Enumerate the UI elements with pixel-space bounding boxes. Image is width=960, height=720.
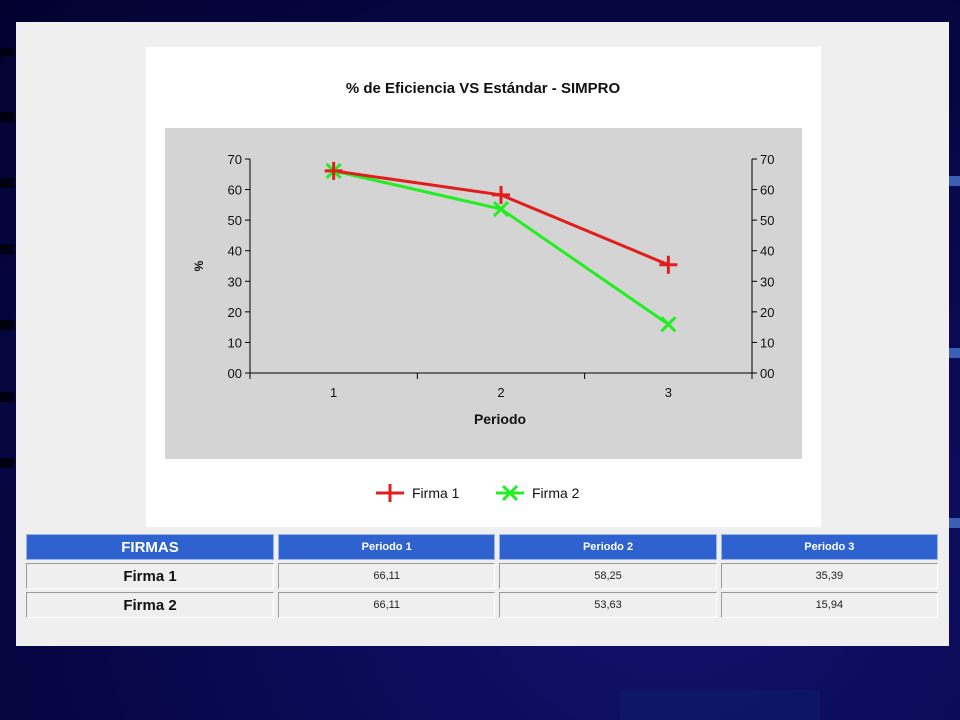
decor-stripe <box>949 348 960 358</box>
y-tick-label-left: 00 <box>228 366 242 381</box>
decor-stripe <box>949 176 960 186</box>
header-periodo-3: Periodo 3 <box>720 534 938 560</box>
plot-area <box>165 128 802 459</box>
x-tick-label: 3 <box>665 385 672 400</box>
table-row: Firma 1 66,11 58,25 35,39 <box>26 563 938 589</box>
y-tick-label-left: 40 <box>228 244 242 259</box>
header-firmas: FIRMAS <box>26 534 275 560</box>
chart-legend: Firma 1 Firma 2 <box>376 484 580 502</box>
y-tick-label-left: 50 <box>228 213 242 228</box>
data-point-firma-2 <box>492 200 510 218</box>
x-tick-label: 2 <box>497 385 504 400</box>
line-chart: % de Eficiencia VS Estándar - SIMPRO 00 0… <box>165 80 802 502</box>
decor-stripe <box>0 112 14 122</box>
y-tick-label-right: 50 <box>760 213 774 228</box>
series-layer <box>324 161 678 333</box>
y-tick-label-right: 70 <box>760 152 774 167</box>
table-cell: 58,25 <box>499 563 717 589</box>
chart-title: % de Eficiencia VS Estándar - SIMPRO <box>346 80 621 97</box>
decor-stripe <box>0 392 14 402</box>
chart-axes: 00 00 10 10 20 20 30 30 40 40 50 50 60 60 70 70 1 2 3 <box>228 152 775 400</box>
decor-stripe <box>0 458 14 468</box>
table-row: Firma 2 66,11 53,63 15,94 <box>26 592 938 618</box>
y-tick-label-left: 10 <box>228 335 242 350</box>
table-cell: 35,39 <box>720 563 938 589</box>
decor-stripe <box>0 178 14 188</box>
y-tick-label-right: 10 <box>760 335 774 350</box>
chart-container: % de Eficiencia VS Estándar - SIMPRO 00 0… <box>146 47 821 527</box>
y-tick-label-left: 70 <box>228 152 242 167</box>
header-periodo-2: Periodo 2 <box>499 534 717 560</box>
firms-table: FIRMAS Periodo 1 Periodo 2 Periodo 3 Fir… <box>22 531 942 621</box>
y-tick-label-right: 30 <box>760 274 774 289</box>
y-tick-label-left: 20 <box>228 305 242 320</box>
decor-stripe <box>0 244 14 254</box>
y-tick-label-left: 30 <box>228 274 242 289</box>
table-cell: 53,63 <box>499 592 717 618</box>
header-periodo-1: Periodo 1 <box>278 534 496 560</box>
decor-stripe <box>0 48 14 56</box>
data-point-firma-2 <box>660 316 677 333</box>
row-firma-1-name: Firma 1 <box>26 563 275 589</box>
decor-stripe <box>620 690 820 720</box>
y-axis-label: % <box>192 260 206 271</box>
y-tick-label-right: 60 <box>760 183 774 198</box>
x-axis-label: Periodo <box>474 411 526 427</box>
legend-marker <box>501 484 519 502</box>
y-tick-label-right: 20 <box>760 305 774 320</box>
y-tick-label-right: 40 <box>760 244 774 259</box>
y-tick-label-right: 00 <box>760 366 774 381</box>
table-cell: 15,94 <box>720 592 938 618</box>
table-header-row: FIRMAS Periodo 1 Periodo 2 Periodo 3 <box>26 534 938 560</box>
x-tick-label: 1 <box>330 385 337 400</box>
legend-label: Firma 1 <box>412 485 460 501</box>
data-table-panel: FIRMAS Periodo 1 Periodo 2 Periodo 3 Fir… <box>22 531 944 621</box>
decor-stripe <box>949 518 960 528</box>
table-cell: 66,11 <box>278 592 496 618</box>
table-cell: 66,11 <box>278 563 496 589</box>
y-tick-label-left: 60 <box>228 183 242 198</box>
row-firma-2-name: Firma 2 <box>26 592 275 618</box>
decor-stripe <box>0 320 14 330</box>
legend-label: Firma 2 <box>532 485 580 501</box>
